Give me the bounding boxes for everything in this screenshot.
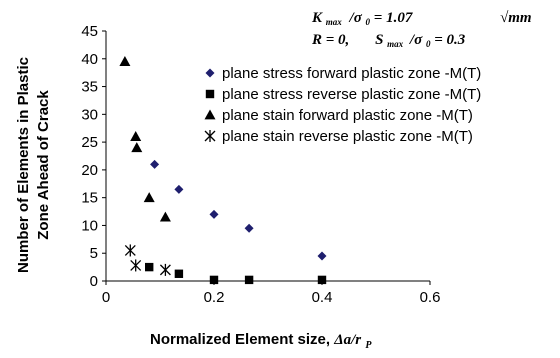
legend-marker-asterisk [204,130,216,142]
data-point-square [317,275,327,285]
legend-entry: plane stress reverse plastic zone -M(T) [222,86,481,103]
y-tick-label: 35 [81,79,98,96]
annotation-s: S [375,32,383,48]
data-point-square [145,262,154,272]
y-tick-label: 30 [81,106,98,123]
annotation-s-sub: max [387,39,404,49]
data-point-square [209,275,219,285]
data-point-asterisk [159,263,171,276]
x-tick-label: 0.2 [204,289,225,306]
x-tick-label: 0 [102,289,110,306]
annotation-sigma-sub-2: 0 [426,39,431,49]
data-point-square [244,275,254,285]
data-point-diamond [244,223,254,233]
y-tick-label: 25 [81,134,98,151]
annotation-sigma-2: /σ [409,32,423,48]
x-tick-label: 0.6 [420,289,441,306]
annotation-unit: √mm [500,10,532,26]
y-tick-label: 10 [81,217,98,234]
legend-marker-triangle [204,109,216,120]
data-point-triangle [143,192,155,203]
annotation-r: R = 0, [311,32,349,48]
data-point-square [174,269,184,278]
annotation-value: = 1.07 [374,10,413,26]
y-tick-label: 5 [90,245,98,262]
legend-entry: plane stress forward plastic zone -M(T) [222,65,481,82]
x-axis-title-subscript: P [365,340,372,351]
x-axis-title-text: Normalized Element size, [150,331,334,348]
data-point-triangle [130,131,142,141]
legend-entry: plane stain forward plastic zone -M(T) [222,107,473,124]
y-axis-title-line-1: Number of Elements in Plastic [15,57,32,273]
y-tick-label: 20 [81,162,98,179]
y-axis-title-line-2: Zone Ahead of Crack [35,90,52,240]
data-point-diamond [150,159,160,169]
axes [105,31,430,282]
data-point-asterisk [130,259,142,272]
y-tick-label: 15 [81,190,98,207]
annotation-line-1: K max /σ 0 = 1.07 [311,10,413,29]
data-point-diamond [317,251,327,261]
annotation-k-sub: max [326,17,343,27]
legend-marker-square [205,89,215,99]
x-axis-title-symbol: Δa/r [333,332,361,348]
y-tick-label: 0 [90,273,98,290]
chart-annotation: K max /σ 0 = 1.07 √mm R = 0, S max /σ 0 … [311,10,532,51]
data-marks [119,56,327,285]
x-tick-label: 0.4 [312,289,333,306]
ticks: 0 5 10 15 20 25 30 35 40 45 0 0.2 0.4 0.6 [81,23,440,306]
data-point-diamond [174,184,184,194]
legend-marker-diamond [205,68,215,78]
data-point-triangle [119,56,131,66]
data-point-asterisk [124,244,136,257]
y-tick-label: 40 [81,51,98,68]
x-axis-title: Normalized Element size, Δa/r P [150,331,372,351]
annotation-k: K [311,10,323,26]
y-tick-label: 45 [81,23,98,40]
annotation-sigma-sub: 0 [366,17,371,27]
data-point-diamond [209,209,219,219]
data-point-triangle [131,142,143,153]
legend-entry: plane stain reverse plastic zone -M(T) [222,128,473,145]
legend: plane stress forward plastic zone -M(T) p… [204,65,481,145]
annotation-line-2: R = 0, S max /σ 0 = 0.3 [311,32,466,51]
data-point-triangle [159,211,171,222]
annotation-value-2: = 0.3 [434,32,466,48]
annotation-sigma: /σ [349,10,363,26]
